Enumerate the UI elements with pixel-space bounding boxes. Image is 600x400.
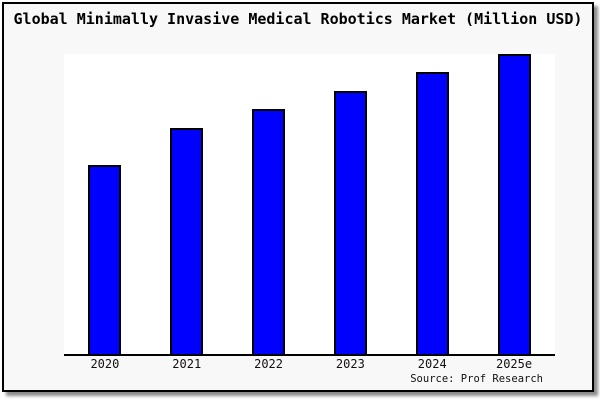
source-note: Source: Prof Research	[410, 373, 543, 385]
x-tick-label-2024: 2024	[417, 357, 447, 371]
chart-frame: Global Minimally Invasive Medical Roboti…	[2, 2, 594, 392]
bar-2025e	[497, 54, 531, 354]
x-tick-label-2022: 2022	[254, 357, 283, 371]
x-axis-labels: 2020 2021 2022 2023 2024 2025e	[4, 358, 600, 372]
bar-2021	[170, 127, 204, 354]
bar-2023	[333, 90, 367, 354]
bar-2020	[88, 165, 122, 354]
x-tick-label-2023: 2023	[335, 357, 365, 371]
x-tick-label-2021: 2021	[172, 357, 202, 371]
bar-2022	[252, 109, 286, 354]
plot-area	[64, 54, 555, 356]
x-tick-label-2025e: 2025e	[495, 357, 533, 371]
x-tick-label-2020: 2020	[90, 357, 120, 371]
bar-2024	[415, 72, 449, 354]
chart-title: Global Minimally Invasive Medical Roboti…	[13, 10, 583, 28]
